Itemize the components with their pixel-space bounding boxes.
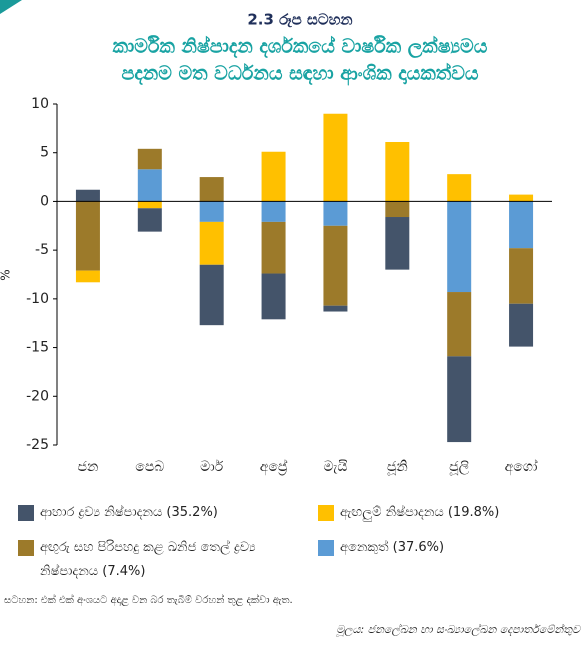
bar-segment [199,177,224,202]
x-tick-label: ජූනි [387,459,408,476]
chart-title: කාර්මික නිෂ්පාදන දර්ශකයේ වාර්ෂික ලක්ෂ්‍ය… [113,35,488,58]
bar-segment [323,225,348,306]
legend-label: අනෙකුත් (37.6%) [340,540,445,555]
bar-segment [323,113,348,202]
x-tick-label: ජූලි [449,459,469,476]
bar-segment [75,201,100,271]
x-tick-label: පෙබ [135,459,164,475]
corner-decoration [0,0,22,14]
x-tick-label: අප්‍රේ [260,459,288,476]
bar-segment [447,201,472,293]
y-tick-label: -20 [26,388,49,404]
y-tick-label: 0 [40,193,49,209]
bar-segment [199,201,224,222]
bar-segment [261,201,286,222]
y-tick-label: -10 [26,291,49,307]
bar-segment [261,151,286,202]
bar-segment [261,273,286,320]
bar-segment [447,356,472,443]
y-tick-label: 10 [31,96,49,112]
bar-segment [509,201,534,249]
bar-segment [323,305,348,312]
bar-segment [509,194,534,202]
bar-segment [323,201,348,226]
source: මූලය: ජනලේඛන හා සංඛ්‍යාලේඛන දෙපාර්තමේන්ත… [335,623,581,638]
y-axis-label: % [0,269,13,280]
legend-label: ඇඟලුම් නිෂ්පාදනය (19.8%) [340,505,500,520]
bar-segment [385,217,410,270]
bar-segment [509,303,534,347]
y-tick-label: -5 [35,242,49,258]
x-tick-label: මාර් [200,459,224,475]
bar-segment [199,221,224,265]
y-tick-label: -25 [26,437,49,453]
bar-segment [75,270,100,283]
bar-segment [137,148,162,170]
x-tick-label: ජන [78,459,99,475]
bar-segment [447,174,472,202]
legend-label: ආහාර ද්‍රව්‍ය නිෂ්පාදනය (35.2%) [40,505,218,520]
legend-swatch [18,540,34,556]
legend-swatch [318,505,334,521]
legend-swatch [18,505,34,521]
bar-segment [137,201,162,209]
figure-label: 2.3 රූප සටහන [247,11,352,29]
bar-segment [385,201,410,218]
x-tick-label: මැයි [323,459,348,475]
note: සටහන: එක් එක් අංශයට අදාළ වන බර තැබීම් වර… [4,593,293,606]
bar-segment [137,208,162,232]
y-tick-label: -15 [26,340,49,356]
y-tick-label: 5 [40,145,49,161]
bar-segment [137,169,162,202]
legend-swatch [318,540,334,556]
bar-segment [261,221,286,274]
bar-segment [199,264,224,326]
legend-label: අඟුරු සහ පිරිපහදු කළ ඛනිජ තෙල් ද්‍රව්‍ය … [40,540,256,579]
bar-segment [385,141,410,202]
bar-segment [75,189,100,202]
chart-title: පදනම මත වර්ධනය සඳහා ආංශික දායකත්වය [121,62,478,86]
bar-segment [509,248,534,304]
bar-segment [447,292,472,357]
x-tick-label: අගෝ [505,459,538,476]
